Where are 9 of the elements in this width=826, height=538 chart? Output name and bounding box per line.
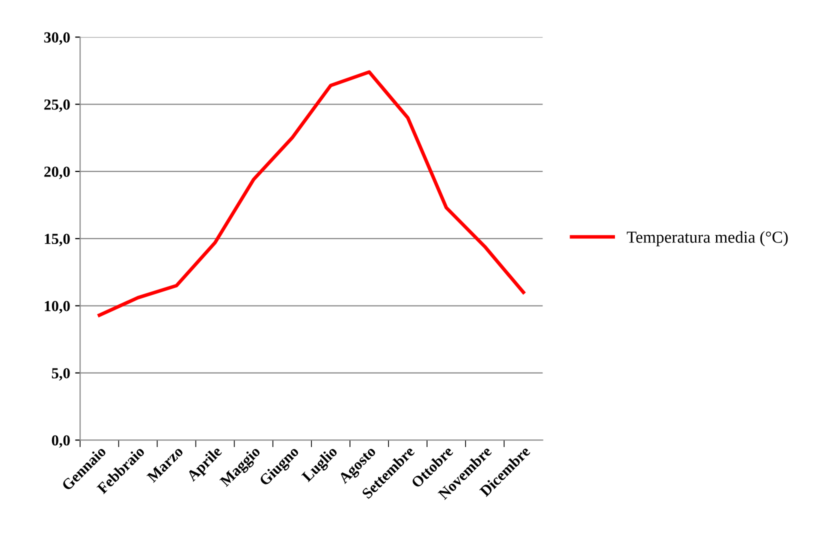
- y-tick-label: 15,0: [44, 234, 70, 246]
- y-tick-label: 20,0: [44, 166, 70, 180]
- y-tick-label: 30,0: [44, 32, 70, 45]
- y-tick-label: 5,0: [52, 368, 70, 381]
- legend-label: Temperatura media (°C): [626, 231, 788, 246]
- y-tick-label: 0,0: [52, 435, 70, 448]
- y-tick-label: 10,0: [44, 300, 70, 314]
- y-tick-label: 25,0: [44, 99, 70, 112]
- line-series: [98, 70, 526, 317]
